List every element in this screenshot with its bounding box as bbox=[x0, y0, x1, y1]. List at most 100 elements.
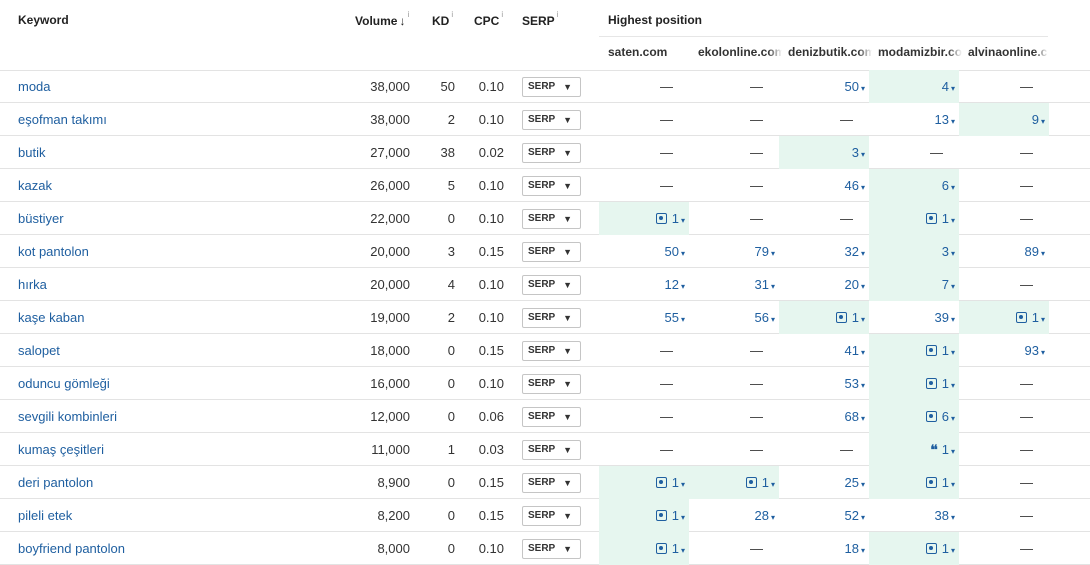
keyword-link[interactable]: sevgili kombinleri bbox=[18, 409, 117, 424]
chevron-down-icon[interactable]: ▾ bbox=[770, 315, 775, 324]
position-cell[interactable]: 1 ▾ bbox=[599, 466, 689, 499]
chevron-down-icon[interactable]: ▾ bbox=[860, 84, 865, 93]
chevron-down-icon[interactable]: ▾ bbox=[950, 117, 955, 126]
info-icon[interactable]: i bbox=[501, 10, 504, 19]
position-cell[interactable]: 1 ▾ bbox=[689, 466, 779, 499]
chevron-down-icon[interactable]: ▾ bbox=[860, 150, 865, 159]
position-cell[interactable]: 56 ▾ bbox=[689, 301, 779, 334]
position-cell[interactable]: 20 ▾ bbox=[779, 268, 869, 301]
position-cell[interactable]: 1 ▾ bbox=[869, 532, 959, 565]
position-cell[interactable]: 3 ▾ bbox=[779, 136, 869, 169]
chevron-down-icon[interactable]: ▾ bbox=[860, 480, 865, 489]
position-cell[interactable]: 1 ▾ bbox=[869, 334, 959, 367]
position-cell[interactable]: ❛❛ 1 ▾ bbox=[869, 433, 959, 466]
chevron-down-icon[interactable]: ▾ bbox=[860, 282, 865, 291]
chevron-down-icon[interactable]: ▾ bbox=[1040, 249, 1045, 258]
keyword-link[interactable]: büstiyer bbox=[18, 211, 64, 226]
keyword-link[interactable]: boyfriend pantolon bbox=[18, 541, 125, 556]
chevron-down-icon[interactable]: ▾ bbox=[950, 315, 955, 324]
serp-button[interactable]: SERP ▼ bbox=[522, 407, 581, 427]
chevron-down-icon[interactable]: ▾ bbox=[680, 249, 685, 258]
serp-button[interactable]: SERP ▼ bbox=[522, 506, 581, 526]
position-cell[interactable]: 89 ▾ bbox=[959, 235, 1049, 268]
chevron-down-icon[interactable]: ▾ bbox=[770, 480, 775, 489]
chevron-down-icon[interactable]: ▾ bbox=[860, 513, 865, 522]
chevron-down-icon[interactable]: ▾ bbox=[950, 381, 955, 390]
position-cell[interactable]: 4 ▾ bbox=[869, 70, 959, 103]
position-cell[interactable]: 93 ▾ bbox=[959, 334, 1049, 367]
chevron-down-icon[interactable]: ▾ bbox=[950, 546, 955, 555]
serp-button[interactable]: SERP ▼ bbox=[522, 77, 581, 97]
column-header-kd[interactable]: KD i bbox=[432, 10, 454, 28]
chevron-down-icon[interactable]: ▾ bbox=[680, 282, 685, 291]
keyword-link[interactable]: eşofman takımı bbox=[18, 112, 107, 127]
chevron-down-icon[interactable]: ▾ bbox=[860, 348, 865, 357]
serp-button[interactable]: SERP ▼ bbox=[522, 275, 581, 295]
chevron-down-icon[interactable]: ▾ bbox=[950, 84, 955, 93]
keyword-link[interactable]: pileli etek bbox=[18, 508, 73, 523]
position-cell[interactable]: 1 ▾ bbox=[599, 532, 689, 565]
position-cell[interactable]: 1 ▾ bbox=[869, 202, 959, 235]
chevron-down-icon[interactable]: ▾ bbox=[950, 480, 955, 489]
position-cell[interactable]: 52 ▾ bbox=[779, 499, 869, 532]
position-cell[interactable]: 38 ▾ bbox=[869, 499, 959, 532]
keyword-link[interactable]: kot pantolon bbox=[18, 244, 89, 259]
keyword-link[interactable]: salopet bbox=[18, 343, 60, 358]
serp-button[interactable]: SERP ▼ bbox=[522, 209, 581, 229]
chevron-down-icon[interactable]: ▾ bbox=[680, 513, 685, 522]
chevron-down-icon[interactable]: ▾ bbox=[680, 216, 685, 225]
position-cell[interactable]: 1 ▾ bbox=[779, 301, 869, 334]
position-cell[interactable]: 55 ▾ bbox=[599, 301, 689, 334]
chevron-down-icon[interactable]: ▾ bbox=[860, 249, 865, 258]
chevron-down-icon[interactable]: ▾ bbox=[770, 249, 775, 258]
position-cell[interactable]: 31 ▾ bbox=[689, 268, 779, 301]
position-cell[interactable]: 12 ▾ bbox=[599, 268, 689, 301]
position-cell[interactable]: 6 ▾ bbox=[869, 169, 959, 202]
serp-button[interactable]: SERP ▼ bbox=[522, 176, 581, 196]
chevron-down-icon[interactable]: ▾ bbox=[950, 216, 955, 225]
position-cell[interactable]: 79 ▾ bbox=[689, 235, 779, 268]
serp-button[interactable]: SERP ▼ bbox=[522, 341, 581, 361]
chevron-down-icon[interactable]: ▾ bbox=[770, 513, 775, 522]
info-icon[interactable]: i bbox=[451, 10, 454, 19]
serp-button[interactable]: SERP ▼ bbox=[522, 473, 581, 493]
position-cell[interactable]: 1 ▾ bbox=[869, 466, 959, 499]
chevron-down-icon[interactable]: ▾ bbox=[680, 315, 685, 324]
domain-header-modamizbir[interactable]: modamizbir.com bbox=[878, 45, 962, 59]
position-cell[interactable]: 39 ▾ bbox=[869, 301, 959, 334]
chevron-down-icon[interactable]: ▾ bbox=[1040, 348, 1045, 357]
position-cell[interactable]: 1 ▾ bbox=[869, 367, 959, 400]
chevron-down-icon[interactable]: ▾ bbox=[950, 282, 955, 291]
chevron-down-icon[interactable]: ▾ bbox=[950, 414, 955, 423]
keyword-link[interactable]: kazak bbox=[18, 178, 52, 193]
position-cell[interactable]: 53 ▾ bbox=[779, 367, 869, 400]
chevron-down-icon[interactable]: ▾ bbox=[950, 348, 955, 357]
chevron-down-icon[interactable]: ▾ bbox=[770, 282, 775, 291]
position-cell[interactable]: 28 ▾ bbox=[689, 499, 779, 532]
position-cell[interactable]: 68 ▾ bbox=[779, 400, 869, 433]
position-cell[interactable]: 50 ▾ bbox=[779, 70, 869, 103]
serp-button[interactable]: SERP ▼ bbox=[522, 539, 581, 559]
chevron-down-icon[interactable]: ▾ bbox=[1040, 315, 1045, 324]
keyword-link[interactable]: deri pantolon bbox=[18, 475, 94, 490]
keyword-link[interactable]: kaşe kaban bbox=[18, 310, 85, 325]
serp-button[interactable]: SERP ▼ bbox=[522, 440, 581, 460]
position-cell[interactable]: 50 ▾ bbox=[599, 235, 689, 268]
position-cell[interactable]: 25 ▾ bbox=[779, 466, 869, 499]
chevron-down-icon[interactable]: ▾ bbox=[860, 546, 865, 555]
position-cell[interactable]: 6 ▾ bbox=[869, 400, 959, 433]
serp-button[interactable]: SERP ▼ bbox=[522, 374, 581, 394]
serp-button[interactable]: SERP ▼ bbox=[522, 242, 581, 262]
chevron-down-icon[interactable]: ▾ bbox=[860, 183, 865, 192]
chevron-down-icon[interactable]: ▾ bbox=[950, 183, 955, 192]
info-icon[interactable]: i bbox=[556, 10, 559, 19]
keyword-link[interactable]: moda bbox=[18, 79, 51, 94]
keyword-link[interactable]: butik bbox=[18, 145, 46, 160]
position-cell[interactable]: 1 ▾ bbox=[599, 202, 689, 235]
position-cell[interactable]: 3 ▾ bbox=[869, 235, 959, 268]
column-header-keyword[interactable]: Keyword bbox=[18, 13, 69, 27]
domain-header-alvinaonline[interactable]: alvinaonline.com bbox=[968, 45, 1048, 59]
chevron-down-icon[interactable]: ▾ bbox=[860, 381, 865, 390]
serp-button[interactable]: SERP ▼ bbox=[522, 110, 581, 130]
keyword-link[interactable]: kumaş çeşitleri bbox=[18, 442, 104, 457]
